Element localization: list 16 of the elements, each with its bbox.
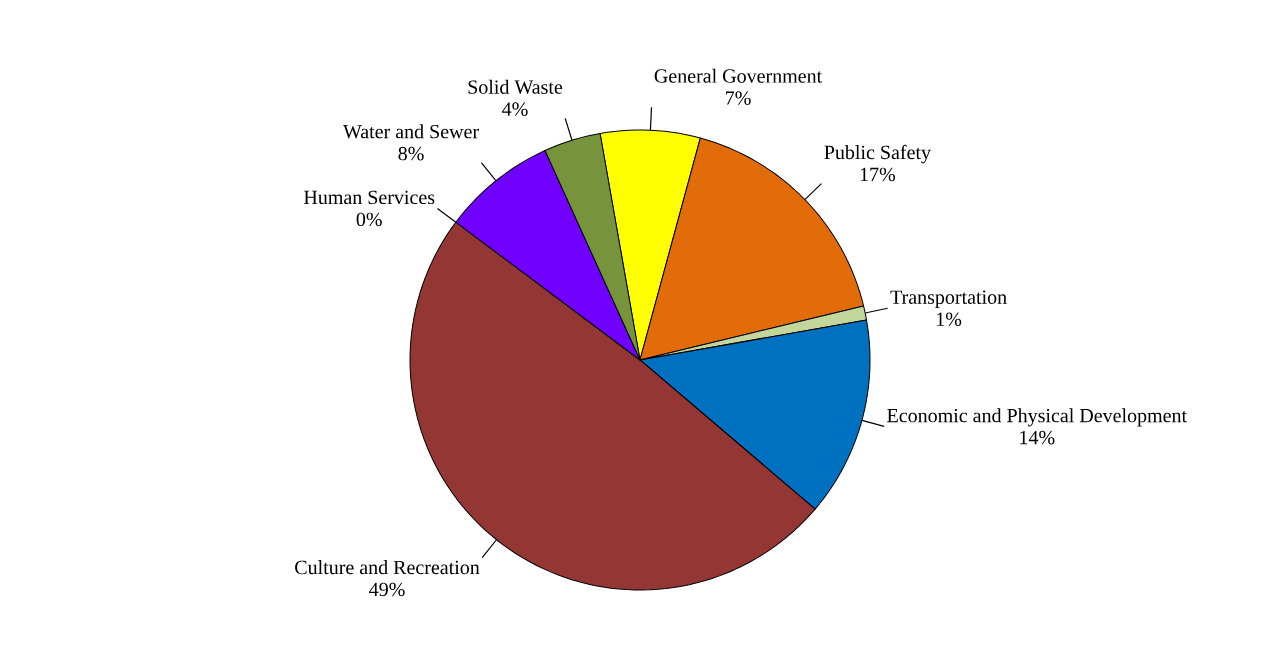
- data-label: 1%: [937, 312, 962, 326]
- data-label: 49%: [369, 582, 405, 597]
- slice-label: Transportation: [890, 290, 1007, 309]
- slice-label: Water and Sewer: [343, 124, 479, 139]
- data-label: 4%: [502, 102, 528, 116]
- category-label: Human Services: [303, 190, 435, 205]
- slice-label: Economic and Physical Development: [887, 408, 1187, 427]
- text: 0%: [356, 212, 382, 227]
- data-label: 17%: [860, 167, 896, 182]
- slice-label: Public Safety: [824, 144, 931, 164]
- slice-label: General Government: [654, 68, 823, 83]
- data-label: 8%: [398, 146, 424, 161]
- data-label: 7%: [726, 91, 751, 105]
- data-label: 14%: [1020, 430, 1055, 445]
- slice-label: Culture and Recreation: [295, 560, 480, 575]
- slice-label: Solid Waste: [468, 79, 563, 94]
